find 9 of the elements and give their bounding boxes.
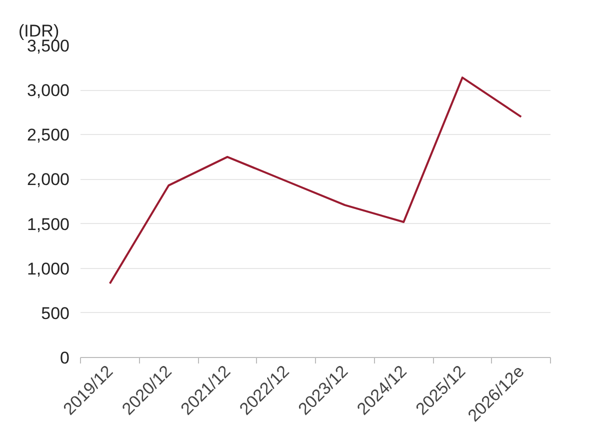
line-series [108, 76, 522, 285]
y-axis-title: (IDR) [18, 22, 60, 40]
y-tick-label: 500 [41, 304, 70, 323]
y-tick-label: 2,000 [26, 170, 70, 190]
y-tick-label: 0 [60, 348, 70, 368]
y-tick-label: 1,000 [26, 259, 70, 278]
y-tick-label: 3,000 [26, 81, 70, 100]
y-tick-label: 2,500 [26, 126, 70, 145]
y-tick-label: 1,500 [26, 214, 70, 234]
